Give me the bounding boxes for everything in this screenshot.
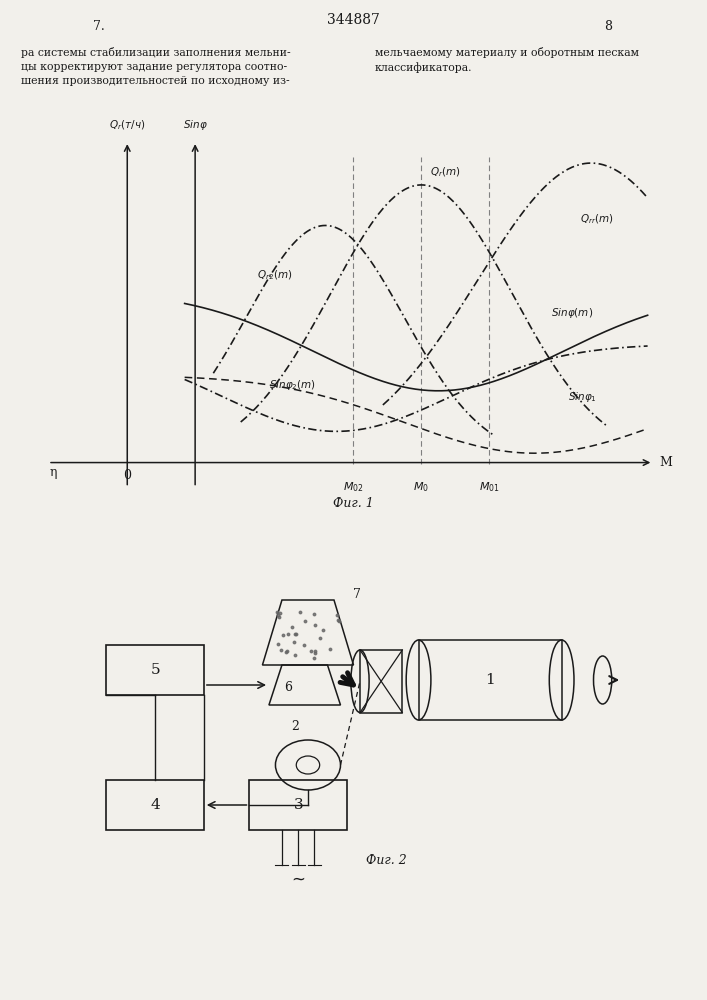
Text: 1: 1 — [485, 673, 495, 687]
Text: 0: 0 — [123, 469, 132, 482]
Text: $Q_r(т/ч)$: $Q_r(т/ч)$ — [109, 118, 146, 132]
Text: 6: 6 — [284, 681, 293, 694]
Text: 3: 3 — [293, 798, 303, 812]
Text: ра системы стабилизации заполнения мельни-
цы корректируют задание регулятора со: ра системы стабилизации заполнения мельн… — [21, 47, 291, 86]
Bar — [106, 645, 204, 695]
Text: 7.: 7. — [93, 20, 105, 33]
Text: $M_0$: $M_0$ — [414, 480, 429, 494]
Text: 7: 7 — [353, 588, 361, 601]
Bar — [360, 650, 402, 712]
Text: $Q_{r2}(m)$: $Q_{r2}(m)$ — [257, 269, 293, 282]
Text: 344887: 344887 — [327, 13, 380, 27]
Text: Фиг. 2: Фиг. 2 — [366, 854, 407, 866]
Text: $Sin\varphi_2(m)$: $Sin\varphi_2(m)$ — [269, 378, 316, 392]
Text: M: M — [659, 456, 672, 469]
Text: $M_{02}$: $M_{02}$ — [343, 480, 364, 494]
Text: $Sin\varphi$: $Sin\varphi$ — [182, 118, 208, 132]
Text: 8: 8 — [604, 20, 612, 33]
Text: η: η — [50, 466, 57, 479]
Text: $Sin\varphi_1$: $Sin\varphi_1$ — [568, 390, 597, 404]
Bar — [106, 780, 204, 830]
Text: $Q_{rr}(m)$: $Q_{rr}(m)$ — [580, 212, 614, 226]
Bar — [419, 640, 561, 720]
Text: Фиг. 1: Фиг. 1 — [333, 497, 374, 510]
Text: 5: 5 — [151, 663, 160, 677]
Text: $Q_r(m)$: $Q_r(m)$ — [430, 166, 460, 179]
Text: ~: ~ — [291, 871, 305, 889]
Bar — [250, 780, 347, 830]
Text: 4: 4 — [151, 798, 160, 812]
Text: 2: 2 — [291, 720, 299, 732]
Text: $M_{01}$: $M_{01}$ — [479, 480, 500, 494]
Text: $Sin\varphi(m)$: $Sin\varphi(m)$ — [551, 306, 594, 320]
Text: мельчаемому материалу и оборотным пескам
классификатора.: мельчаемому материалу и оборотным пескам… — [375, 47, 638, 73]
